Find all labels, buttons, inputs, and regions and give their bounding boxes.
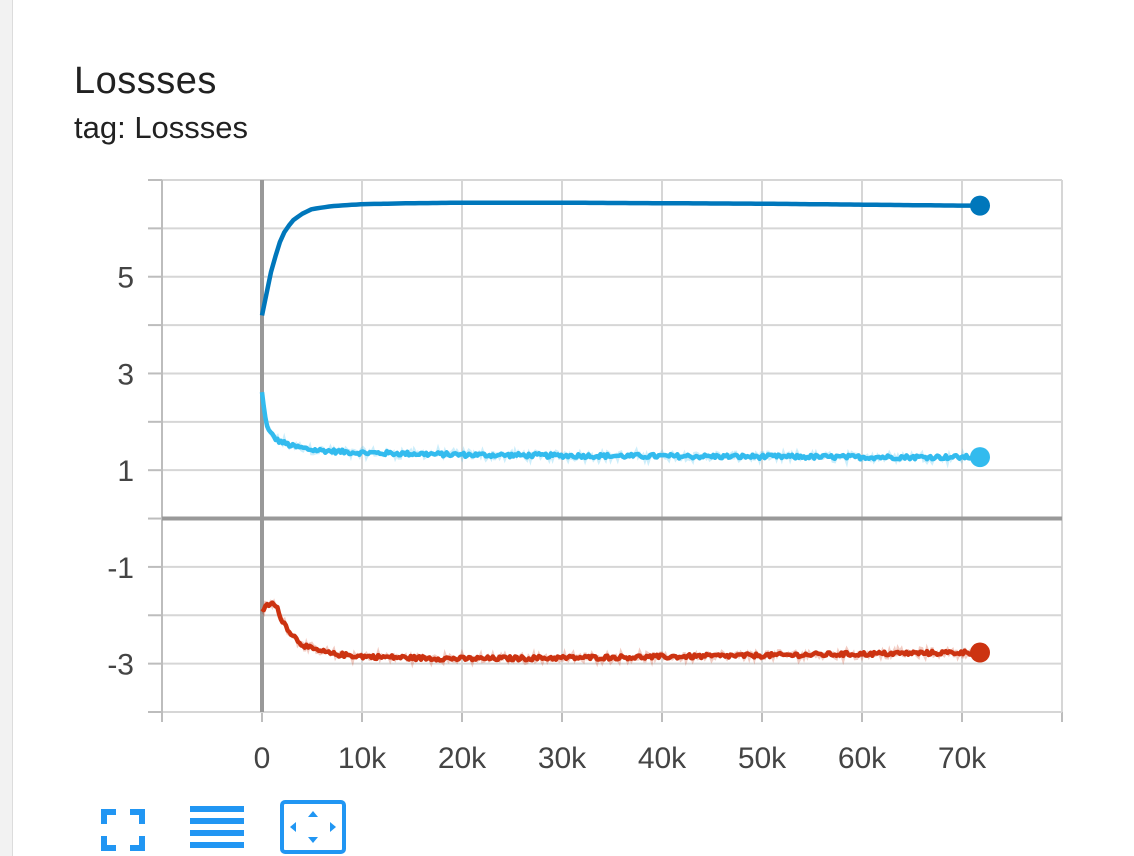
list-icon <box>190 806 244 848</box>
card-tag: tag: Lossses <box>74 110 249 145</box>
x-tick-label: 10k <box>338 742 387 775</box>
series-line-2 <box>260 600 982 663</box>
x-tick-label: 60k <box>838 742 887 775</box>
series-endpoint-1 <box>970 447 990 468</box>
series-endpoint-0 <box>970 195 990 216</box>
fit-domain-icon <box>290 811 336 843</box>
fullscreen-icon <box>101 809 145 851</box>
x-tick-label: 40k <box>638 742 687 775</box>
x-tick-label: 0 <box>254 742 271 775</box>
grid-layer <box>148 179 1063 722</box>
series-line-1 <box>259 391 982 462</box>
left-panel-edge <box>0 0 13 856</box>
x-tick-label: 70k <box>938 742 987 775</box>
toggle-data-table-button[interactable] <box>188 802 248 852</box>
axis-layer <box>161 180 1062 722</box>
y-tick-label: -3 <box>107 649 134 682</box>
y-tick-label: 1 <box>117 455 134 488</box>
x-tick-label: 20k <box>438 742 487 775</box>
y-tick-label: -1 <box>107 552 134 585</box>
tick-label-layer: 0 10k 20k 30k 40k 50k 60k 70k 5 3 1 -1 -3 <box>107 262 987 775</box>
line-chart[interactable]: 0 10k 20k 30k 40k 50k 60k 70k 5 3 1 -1 -3 <box>0 0 1134 800</box>
fullscreen-button[interactable] <box>96 802 156 852</box>
series-layer <box>259 195 990 669</box>
y-tick-label: 3 <box>117 358 134 391</box>
fit-domain-button[interactable] <box>280 800 346 854</box>
card-title: Lossses <box>74 60 217 102</box>
series-line-0 <box>259 200 980 316</box>
chart-toolbar <box>96 798 356 856</box>
y-tick-label: 5 <box>117 262 134 295</box>
series-endpoint-2 <box>970 642 990 663</box>
x-tick-label: 50k <box>738 742 787 775</box>
x-tick-label: 30k <box>538 742 587 775</box>
